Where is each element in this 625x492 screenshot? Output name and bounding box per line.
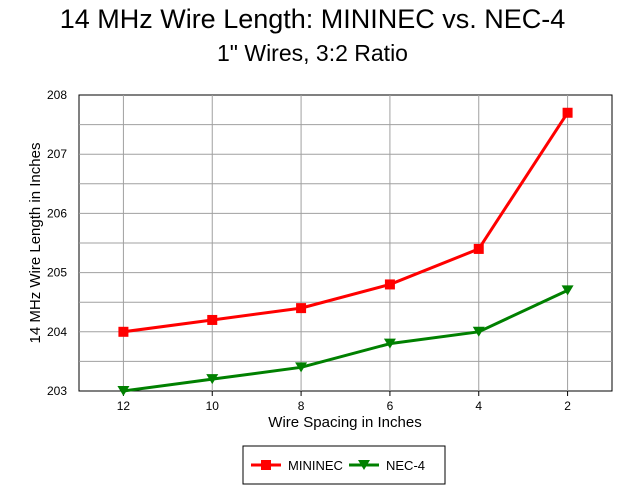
legend-label-nec4: NEC-4	[386, 458, 425, 473]
legend-marker-mininec	[261, 460, 271, 470]
data-point-mininec	[384, 279, 395, 290]
data-point-mininec	[473, 243, 484, 254]
grid-lines	[79, 95, 612, 391]
x-axis-title: Wire Spacing in Inches	[268, 414, 421, 431]
y-tick-label: 207	[47, 147, 67, 161]
series-group	[117, 107, 574, 396]
x-tick-label: 2	[564, 399, 571, 413]
data-point-nec-4	[472, 326, 485, 337]
chart-title: 14 MHz Wire Length: MININEC vs. NEC-4	[59, 4, 566, 34]
chart-subtitle: 1" Wires, 3:2 Ratio	[217, 40, 408, 66]
data-point-nec-4	[383, 338, 396, 349]
legend-marker-nec4	[358, 460, 370, 470]
legend-label-mininec: MININEC	[288, 458, 343, 473]
legend: MININEC NEC-4	[242, 445, 446, 485]
y-tick-label: 206	[47, 206, 67, 220]
series-line-nec-4	[123, 289, 569, 393]
x-tick-label: 12	[117, 399, 131, 413]
data-point-mininec	[207, 314, 218, 325]
x-tick-label: 6	[387, 399, 394, 413]
y-axis-ticks: 203 204 205 206 207 208	[47, 88, 67, 398]
data-point-nec-4	[117, 386, 130, 396]
y-axis-title: 14 MHz Wire Length in Inches	[27, 143, 44, 344]
data-point-mininec	[562, 107, 573, 118]
data-point-mininec	[118, 326, 129, 337]
x-tick-label: 8	[298, 399, 305, 413]
data-point-nec-4	[295, 362, 308, 373]
x-tick-label: 4	[475, 399, 482, 413]
x-axis-ticks: 12 10 8 6 4 2	[117, 391, 571, 413]
y-tick-label: 208	[47, 88, 67, 102]
data-point-nec-4	[561, 285, 574, 296]
data-point-mininec	[296, 303, 307, 314]
series-line-mininec	[123, 111, 569, 334]
x-tick-label: 10	[206, 399, 220, 413]
y-tick-label: 205	[47, 266, 67, 280]
y-tick-label: 203	[47, 384, 67, 398]
data-point-nec-4	[206, 374, 219, 385]
y-tick-label: 204	[47, 325, 67, 339]
